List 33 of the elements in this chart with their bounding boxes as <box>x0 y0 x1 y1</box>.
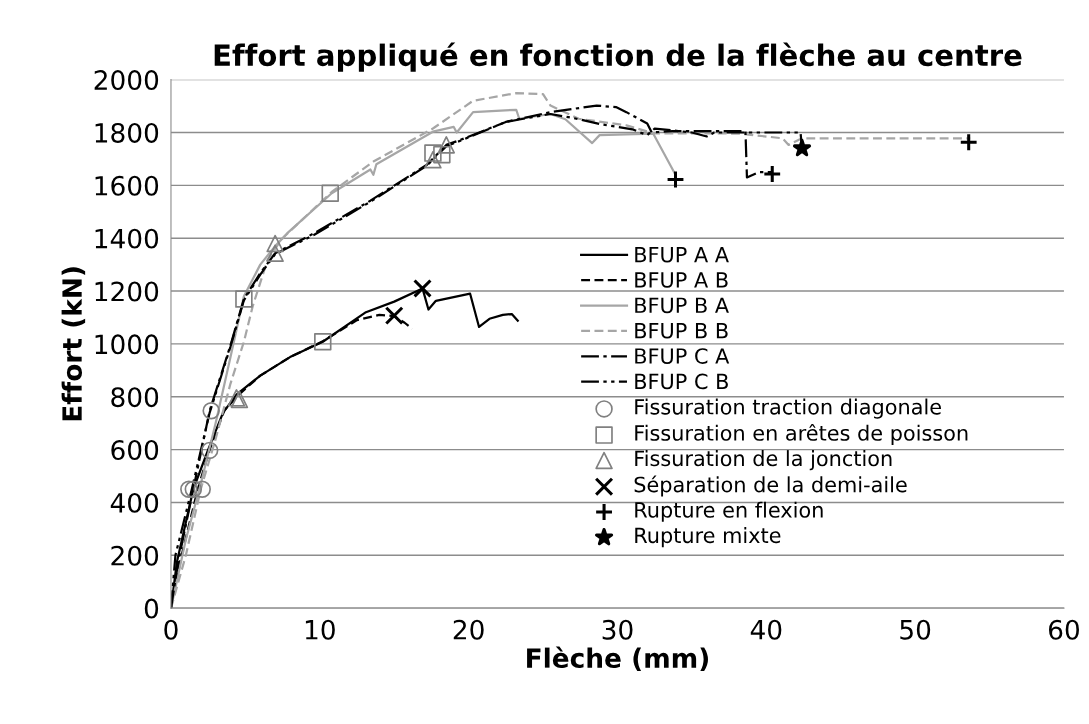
chart-title: Effort appliqué en fonction de la flèche au centre <box>214 42 1022 72</box>
x-tick-label: 10 <box>305 619 335 640</box>
legend-label: BFUP B A <box>635 297 729 314</box>
y-tick-label: 1800 <box>95 122 159 143</box>
y-tick-label: 1600 <box>95 175 159 196</box>
x-tick-label: 20 <box>453 619 484 640</box>
legend-label: BFUP A A <box>635 246 729 263</box>
x-tick-label: 0 <box>164 619 178 640</box>
x-tick-label: 30 <box>602 619 633 640</box>
y-tick-label: 800 <box>111 387 159 408</box>
y-tick-label: 2000 <box>94 70 159 91</box>
x-axis-title: Flèche (mm) <box>527 646 708 672</box>
x-tick-label: 40 <box>750 619 782 640</box>
legend-label: BFUP C A <box>635 348 730 364</box>
legend-label: Fissuration de la jonction <box>635 450 892 471</box>
y-tick-label: 400 <box>110 492 159 513</box>
legend-label: BFUP B B <box>635 323 728 339</box>
legend-label: BFUP C B <box>635 373 728 390</box>
y-tick-label: 200 <box>111 545 159 566</box>
y-tick-label: 1400 <box>95 228 159 249</box>
legend-label: Rupture mixte <box>635 527 781 548</box>
legend-label: Rupture en flexion <box>635 501 823 522</box>
x-tick-label: 60 <box>1049 619 1079 640</box>
y-axis-title: Effort (kN) <box>61 267 86 421</box>
y-tick-label: 1200 <box>95 281 159 302</box>
legend-label: Séparation de la demi-aile <box>634 475 907 497</box>
y-tick-label: 0 <box>144 598 159 619</box>
y-tick-label: 600 <box>111 440 159 460</box>
x-tick-label: 50 <box>900 619 931 640</box>
legend-label: BFUP A B <box>635 272 728 288</box>
y-tick-label: 1000 <box>95 334 159 355</box>
legend-label: Fissuration traction diagonale <box>635 398 941 419</box>
legend-label: Fissuration en arêtes de poisson <box>635 423 968 445</box>
